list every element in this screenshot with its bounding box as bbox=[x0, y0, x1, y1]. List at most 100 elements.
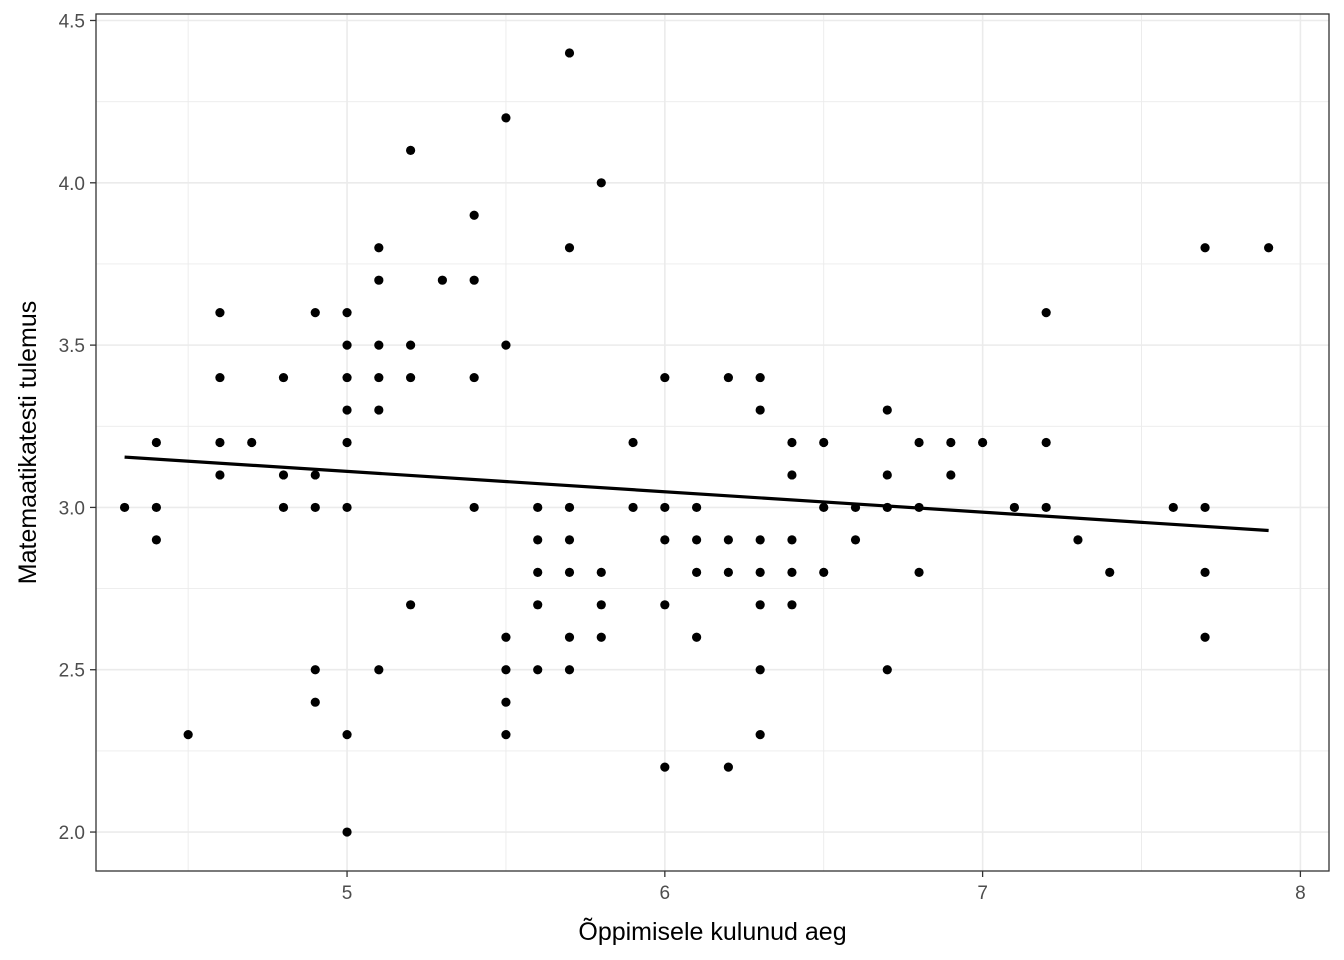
data-point bbox=[596, 632, 606, 642]
data-point bbox=[564, 567, 575, 577]
data-point bbox=[596, 600, 606, 610]
data-point bbox=[1168, 502, 1178, 513]
data-point bbox=[310, 502, 320, 513]
data-point bbox=[819, 567, 829, 577]
data-point bbox=[660, 372, 670, 383]
data-point bbox=[342, 308, 352, 318]
y-tick-label: 4.0 bbox=[59, 174, 85, 195]
data-point bbox=[1264, 243, 1274, 253]
data-point bbox=[151, 535, 161, 545]
data-point bbox=[310, 470, 320, 480]
data-point bbox=[787, 437, 797, 448]
data-point bbox=[660, 535, 670, 545]
data-point bbox=[310, 308, 320, 318]
data-point bbox=[342, 437, 352, 448]
data-point bbox=[978, 437, 988, 448]
data-point bbox=[564, 243, 575, 253]
data-point bbox=[183, 730, 193, 740]
data-point bbox=[692, 535, 702, 545]
data-point bbox=[406, 340, 416, 350]
data-point bbox=[278, 470, 289, 480]
data-point bbox=[564, 535, 575, 545]
data-point bbox=[692, 567, 702, 577]
data-point bbox=[533, 502, 543, 513]
data-point bbox=[120, 502, 130, 513]
data-point bbox=[501, 113, 511, 123]
data-point bbox=[660, 502, 670, 513]
data-point bbox=[278, 502, 289, 513]
minor-grid bbox=[96, 14, 1329, 871]
data-point bbox=[151, 437, 161, 448]
y-tick-label: 4.5 bbox=[59, 11, 85, 32]
data-point bbox=[342, 827, 352, 837]
y-tick-label: 3.0 bbox=[59, 498, 85, 519]
data-point bbox=[501, 340, 511, 350]
data-point bbox=[564, 665, 575, 675]
data-point bbox=[596, 567, 606, 577]
data-point bbox=[723, 535, 733, 545]
data-point bbox=[215, 308, 225, 318]
data-point bbox=[850, 535, 861, 545]
data-points bbox=[120, 48, 1274, 837]
data-point bbox=[564, 632, 575, 642]
data-point bbox=[215, 437, 225, 448]
data-point bbox=[1200, 632, 1210, 642]
data-point bbox=[787, 567, 797, 577]
data-point bbox=[342, 340, 352, 350]
data-point bbox=[533, 535, 543, 545]
data-point bbox=[660, 762, 670, 772]
data-point bbox=[469, 275, 479, 285]
data-point bbox=[755, 372, 765, 383]
data-point bbox=[374, 372, 384, 383]
data-point bbox=[406, 600, 416, 610]
data-point bbox=[692, 632, 702, 642]
y-tick-label: 2.5 bbox=[59, 661, 85, 682]
data-point bbox=[406, 372, 416, 383]
data-point bbox=[278, 372, 289, 383]
x-axis: 5 6 7 8 bbox=[342, 871, 1306, 904]
data-point bbox=[692, 502, 702, 513]
data-point bbox=[1041, 502, 1051, 513]
data-point bbox=[215, 470, 225, 480]
data-point bbox=[342, 405, 352, 415]
data-point bbox=[755, 600, 765, 610]
data-point bbox=[755, 665, 765, 675]
data-point bbox=[151, 502, 161, 513]
data-point bbox=[882, 470, 892, 480]
data-point bbox=[501, 730, 511, 740]
data-point bbox=[374, 665, 384, 675]
data-point bbox=[215, 372, 225, 383]
data-point bbox=[374, 243, 384, 253]
data-point bbox=[882, 405, 892, 415]
data-point bbox=[533, 600, 543, 610]
data-point bbox=[374, 340, 384, 350]
data-point bbox=[755, 730, 765, 740]
y-tick-label: 3.5 bbox=[59, 336, 85, 357]
data-point bbox=[787, 470, 797, 480]
data-point bbox=[533, 567, 543, 577]
data-point bbox=[342, 502, 352, 513]
data-point bbox=[819, 502, 829, 513]
trend-line bbox=[124, 455, 1269, 533]
data-point bbox=[342, 372, 352, 383]
data-point bbox=[723, 762, 733, 772]
data-point bbox=[1105, 567, 1115, 577]
data-point bbox=[469, 372, 479, 383]
data-point bbox=[1073, 535, 1083, 545]
data-point bbox=[755, 567, 765, 577]
panel-border bbox=[95, 13, 1330, 872]
data-point bbox=[1041, 308, 1051, 318]
y-axis: 2.0 2.5 3.0 3.5 4.0 4.5 bbox=[59, 11, 96, 844]
x-axis-title: Õppimisele kulunud aeg bbox=[578, 917, 846, 946]
data-point bbox=[1009, 502, 1019, 513]
data-point bbox=[1200, 567, 1210, 577]
data-point bbox=[564, 502, 575, 513]
data-point bbox=[310, 697, 320, 707]
data-point bbox=[247, 437, 257, 448]
x-tick-label: 7 bbox=[977, 883, 988, 904]
data-point bbox=[882, 665, 892, 675]
data-point bbox=[469, 502, 479, 513]
data-point bbox=[723, 372, 733, 383]
data-point bbox=[628, 502, 638, 513]
